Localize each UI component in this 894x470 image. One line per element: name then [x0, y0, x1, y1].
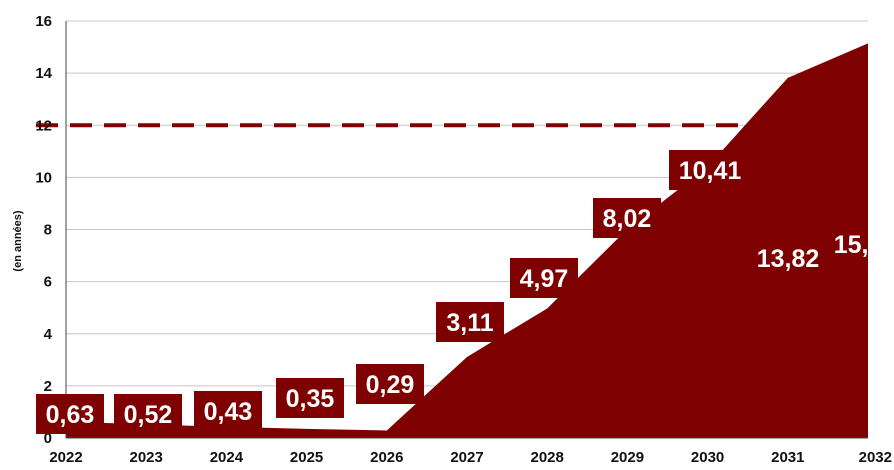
y-axis-label: (en années)	[12, 210, 24, 271]
data-label-box	[356, 364, 424, 404]
x-tick-label: 2028	[531, 449, 564, 465]
y-tick-label: 2	[44, 378, 52, 395]
data-label: 0,43	[204, 398, 253, 426]
y-tick-label: 0	[44, 430, 52, 447]
data-label: 15,14	[834, 231, 894, 259]
y-tick-label: 14	[35, 65, 52, 82]
y-tick-label: 16	[35, 13, 52, 30]
data-label-box	[114, 394, 182, 434]
y-tick-label: 8	[44, 222, 52, 239]
data-label-box	[194, 391, 262, 431]
x-tick-label: 2022	[49, 449, 82, 465]
x-tick-label: 2025	[290, 449, 323, 465]
x-tick-label: 2029	[611, 449, 644, 465]
x-tick-label: 2023	[130, 449, 163, 465]
x-tick-label: 2027	[450, 449, 483, 465]
data-label-box	[593, 198, 661, 238]
y-tick-label: 10	[35, 169, 52, 186]
data-label: 3,11	[446, 309, 493, 337]
x-tick-label: 2032	[859, 449, 892, 465]
data-label: 0,35	[286, 385, 335, 413]
y-tick-label: 6	[44, 274, 52, 291]
data-label-box	[36, 394, 104, 434]
data-label: 0,63	[46, 401, 95, 429]
x-tick-label: 2026	[370, 449, 403, 465]
y-tick-label: 12	[35, 117, 52, 134]
data-label: 8,02	[603, 205, 652, 233]
data-label: 0,52	[124, 401, 173, 429]
x-tick-label: 2031	[771, 449, 804, 465]
area-series	[66, 43, 868, 438]
data-label: 4,97	[520, 265, 569, 293]
data-label-box	[276, 378, 344, 418]
data-label-box	[436, 302, 504, 342]
data-label: 0,29	[366, 371, 415, 399]
y-tick-label: 4	[44, 326, 53, 343]
x-tick-label: 2024	[210, 449, 244, 465]
data-label-box	[510, 258, 578, 298]
data-label: 10,41	[679, 157, 742, 185]
data-label: 13,82	[757, 245, 820, 273]
x-tick-label: 2030	[691, 449, 724, 465]
data-label-box	[669, 150, 751, 190]
